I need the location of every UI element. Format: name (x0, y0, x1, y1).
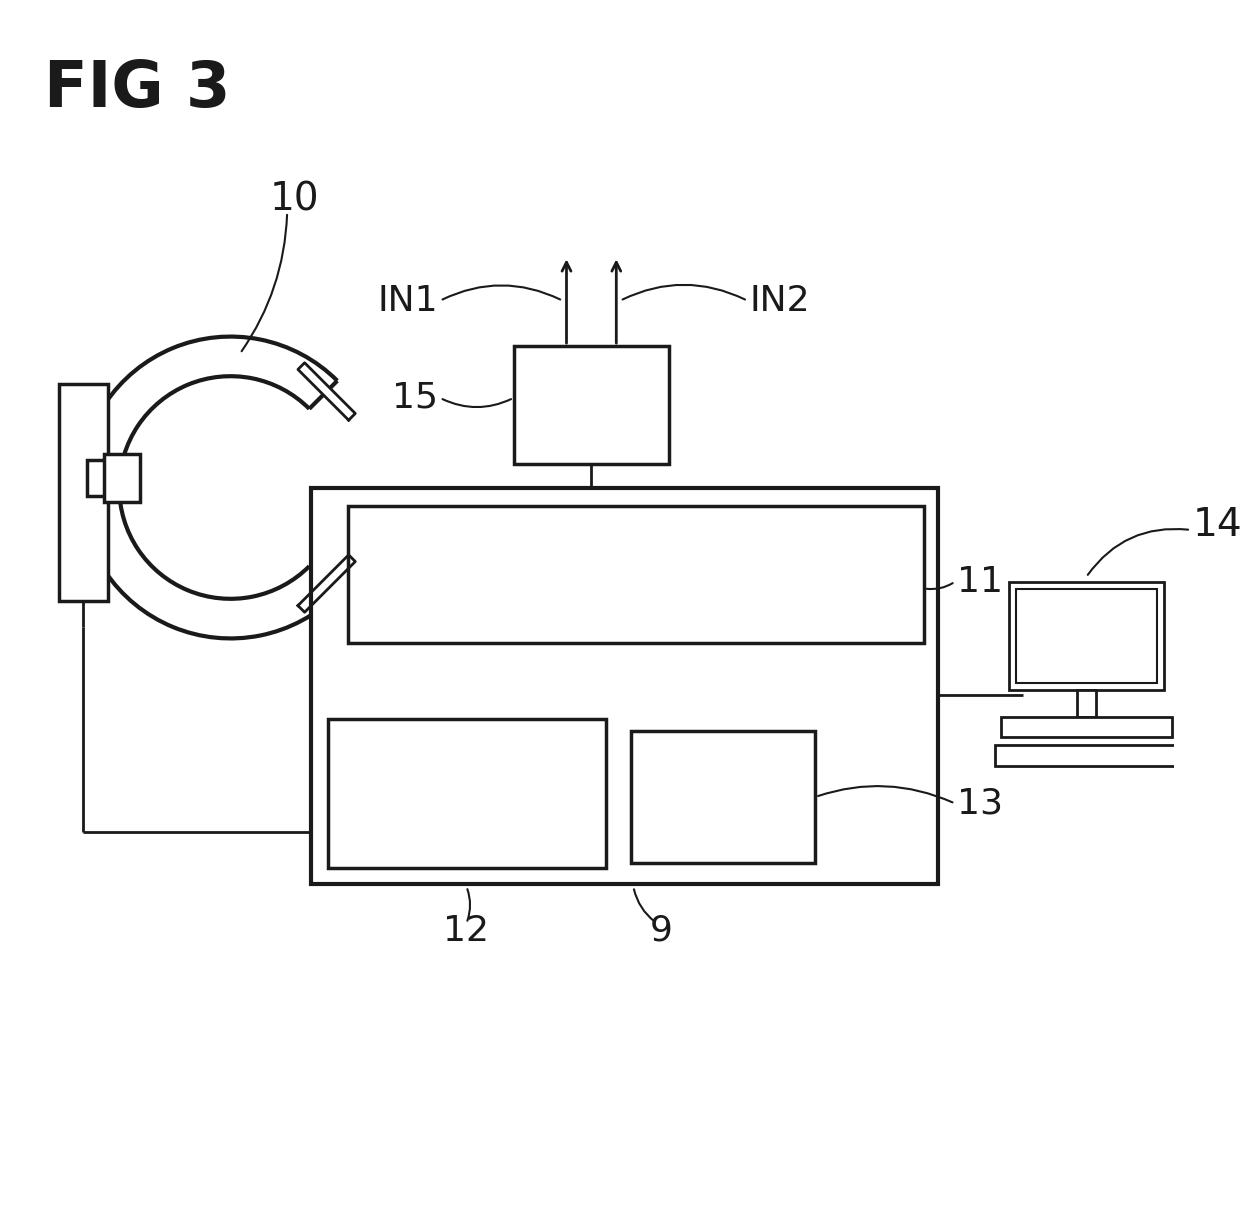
Text: 14: 14 (1193, 506, 1240, 544)
Text: 10: 10 (270, 181, 320, 219)
Bar (87, 461, 108, 496)
Text: 13: 13 (957, 786, 1003, 821)
Text: FIG 3: FIG 3 (43, 59, 231, 120)
Text: 11: 11 (957, 565, 1003, 599)
Bar (348, 506, 924, 643)
Bar (1009, 582, 1164, 691)
Bar (513, 345, 670, 464)
Bar (1017, 589, 1157, 682)
Text: IN2: IN2 (749, 284, 810, 317)
Bar (58, 383, 108, 600)
Bar (327, 719, 606, 867)
Bar (1001, 717, 1172, 737)
Bar (631, 731, 816, 862)
Bar (994, 745, 1179, 766)
Bar (311, 488, 939, 883)
Text: 15: 15 (392, 381, 438, 415)
Polygon shape (298, 363, 356, 420)
Bar (104, 454, 140, 502)
Text: IN1: IN1 (377, 284, 438, 317)
Polygon shape (298, 555, 356, 612)
Bar (1076, 691, 1096, 717)
Text: 9: 9 (650, 914, 673, 948)
Text: 12: 12 (444, 914, 490, 948)
